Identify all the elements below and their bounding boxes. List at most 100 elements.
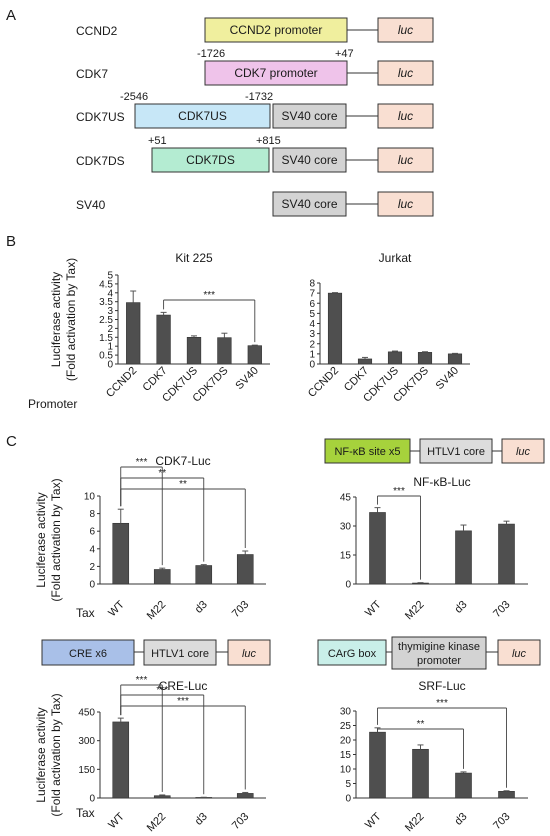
htlv1-core-label: HTLV1 core bbox=[427, 446, 485, 458]
luc-label: luc bbox=[398, 109, 413, 123]
significance-label: *** bbox=[436, 698, 448, 709]
luc-box bbox=[227, 639, 271, 666]
significance-label: ** bbox=[417, 719, 425, 730]
panel-a-letter: A bbox=[6, 7, 16, 24]
x-tick-label: 703 bbox=[230, 599, 251, 620]
construct-segment-label: SV40 core bbox=[281, 153, 337, 167]
y-tick-label: 450 bbox=[78, 708, 95, 719]
luc-label: luc bbox=[398, 197, 413, 211]
y-axis-label-line1: Luciferase activity bbox=[34, 492, 48, 587]
luc-label: luc bbox=[398, 66, 413, 80]
chart-title: SRF-Luc bbox=[418, 679, 465, 693]
chart-title: CRE-Luc bbox=[159, 679, 208, 693]
construct-segment-box bbox=[204, 60, 348, 86]
htlv1-core-box bbox=[143, 639, 217, 666]
x-tick-label: 703 bbox=[491, 599, 512, 620]
y-tick-label: 5 bbox=[107, 271, 113, 282]
x-tick-label: WT bbox=[106, 598, 127, 619]
significance-label: ** bbox=[179, 479, 187, 490]
x-tick-label: 703 bbox=[491, 811, 512, 832]
construct-name: CDK7DS bbox=[76, 154, 125, 168]
y-tick-label: 30 bbox=[340, 707, 352, 718]
bar bbox=[357, 358, 373, 365]
chart-title: NF-κB-Luc bbox=[413, 475, 470, 489]
significance-label: *** bbox=[156, 685, 168, 696]
bar bbox=[236, 554, 254, 585]
y-tick-label: 6 bbox=[89, 527, 95, 538]
bar bbox=[412, 748, 429, 799]
y-tick-label: 15 bbox=[340, 551, 352, 562]
construct-segment-label: CDK7 promoter bbox=[234, 66, 317, 80]
cre-box bbox=[41, 639, 135, 666]
construct-segment-label: CCND2 promoter bbox=[230, 23, 323, 37]
y-tick-label: 4 bbox=[309, 319, 315, 330]
y-tick-label: 30 bbox=[340, 522, 352, 533]
luc-box bbox=[377, 103, 434, 129]
luc-box bbox=[377, 60, 434, 86]
nfkb-construct-diagram: NF-κB site x5 HTLV1 core luc bbox=[324, 438, 545, 464]
bar bbox=[369, 512, 386, 585]
bar bbox=[217, 337, 232, 365]
x-tick-label: CDK7 bbox=[140, 365, 169, 394]
significance-label: *** bbox=[393, 486, 405, 497]
tk-promoter-box bbox=[391, 636, 487, 670]
htlv1-core-box bbox=[419, 438, 493, 464]
y-tick-label: 1 bbox=[107, 342, 113, 353]
bar-chart-5: CRE-Luc 0 150 300 450 WT M22 d3 703 *** *** *** Luci… bbox=[34, 675, 266, 834]
chart-title: Jurkat bbox=[379, 251, 412, 265]
nfkb-site-box bbox=[324, 438, 411, 464]
significance-label: *** bbox=[136, 457, 148, 468]
y-tick-label: 20 bbox=[340, 736, 352, 747]
chart-title: CDK7-Luc bbox=[155, 454, 210, 468]
panel-c-letter: C bbox=[6, 433, 17, 450]
y-axis-label-line1: Luciferase activity bbox=[34, 707, 48, 802]
construct-name: CDK7 bbox=[76, 67, 108, 81]
y-tick-label: 7 bbox=[309, 289, 315, 300]
srf-construct-diagram: CArG box thymigine kinase promoter luc bbox=[317, 636, 541, 670]
construct-diagram-panel: CCND2 CCND2 promoter luc CDK7 CDK7 promoter l… bbox=[76, 17, 434, 217]
y-tick-label: 1 bbox=[309, 349, 315, 360]
htlv1-core-label: HTLV1 core bbox=[151, 648, 209, 660]
x-tick-label: M22 bbox=[403, 811, 427, 835]
bar bbox=[498, 791, 515, 799]
x-tick-label: SV40 bbox=[233, 365, 261, 393]
y-tick-label: 45 bbox=[340, 493, 352, 504]
bar bbox=[153, 569, 171, 585]
construct-segment-label: CDK7DS bbox=[186, 153, 235, 167]
y-axis-label-line2: (Fold activation by Tax) bbox=[49, 478, 63, 601]
x-tick-label: d3 bbox=[452, 811, 469, 828]
construct-segment-box bbox=[272, 103, 347, 129]
luc-label: luc bbox=[242, 648, 257, 660]
bar bbox=[412, 582, 429, 585]
y-tick-label: 0 bbox=[107, 360, 113, 371]
y-tick-label: 2 bbox=[89, 562, 95, 573]
y-tick-label: 1.5 bbox=[99, 333, 113, 344]
luc-box bbox=[377, 17, 434, 43]
bar bbox=[455, 772, 472, 799]
coordinate-label: +47 bbox=[335, 48, 354, 60]
construct-segment-box bbox=[204, 17, 348, 43]
bar bbox=[369, 731, 386, 799]
construct-name: CDK7US bbox=[76, 110, 125, 124]
luc-box bbox=[377, 147, 434, 173]
y-tick-label: 25 bbox=[340, 721, 352, 732]
construct-segment-label: SV40 core bbox=[281, 197, 337, 211]
luc-box bbox=[497, 639, 541, 666]
bar bbox=[126, 302, 141, 365]
x-tick-label: 703 bbox=[230, 811, 251, 832]
y-tick-label: 0.5 bbox=[99, 351, 113, 362]
construct-segment-box bbox=[134, 103, 271, 129]
luc-box bbox=[501, 438, 545, 464]
bar bbox=[153, 795, 171, 799]
y-tick-label: 0 bbox=[345, 580, 351, 591]
y-tick-label: 8 bbox=[309, 279, 315, 290]
y-tick-label: 15 bbox=[340, 750, 352, 761]
significance-label: *** bbox=[203, 290, 215, 301]
y-tick-label: 4.5 bbox=[99, 279, 113, 290]
tk-label-line2: promoter bbox=[417, 655, 461, 667]
x-tick-label: WT bbox=[363, 598, 384, 619]
